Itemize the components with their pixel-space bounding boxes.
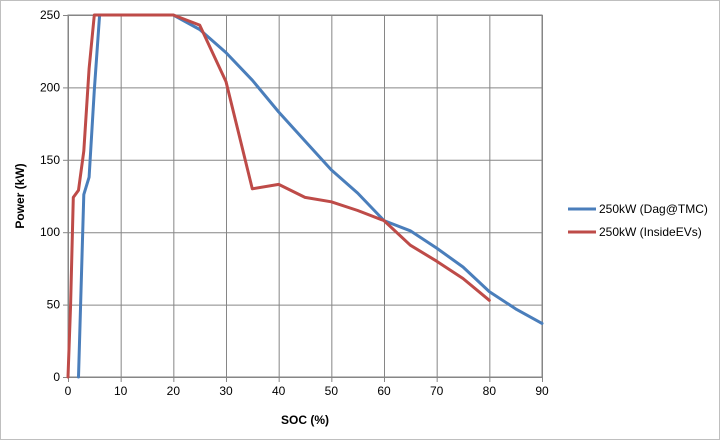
x-tick-label: 20 [167,384,181,398]
series-lines [66,13,544,379]
y-tick-label: 250 [40,8,60,22]
x-tick-label: 70 [430,384,444,398]
x-axis-title: SOC (%) [281,413,329,427]
x-tick-label: 90 [535,384,549,398]
axes [63,15,543,382]
y-axis-title: Power (kW) [13,163,27,228]
y-tick-label: 0 [53,370,60,384]
legend: 250kW (Dag@TMC) 250kW (InsideEVs) [568,202,708,239]
x-tick-label: 30 [219,384,233,398]
y-tick-label: 50 [47,298,61,312]
series-line-1 [77,13,544,379]
series-line-2 [66,13,491,379]
y-tick-label: 200 [40,80,60,94]
y-tick-label: 100 [40,225,60,239]
x-tick-label: 0 [65,384,72,398]
y-tick-label: 150 [40,153,60,167]
legend-label-2: 250kW (InsideEVs) [599,225,702,239]
x-tick-label: 60 [377,384,391,398]
tick-labels: 0 50 100 150 200 250 0 10 20 30 40 50 60 70 80 90 [40,8,549,398]
x-tick-label: 10 [114,384,128,398]
x-tick-label: 40 [272,384,286,398]
x-tick-label: 80 [483,384,497,398]
legend-label-1: 250kW (Dag@TMC) [599,202,708,216]
x-tick-label: 50 [325,384,339,398]
